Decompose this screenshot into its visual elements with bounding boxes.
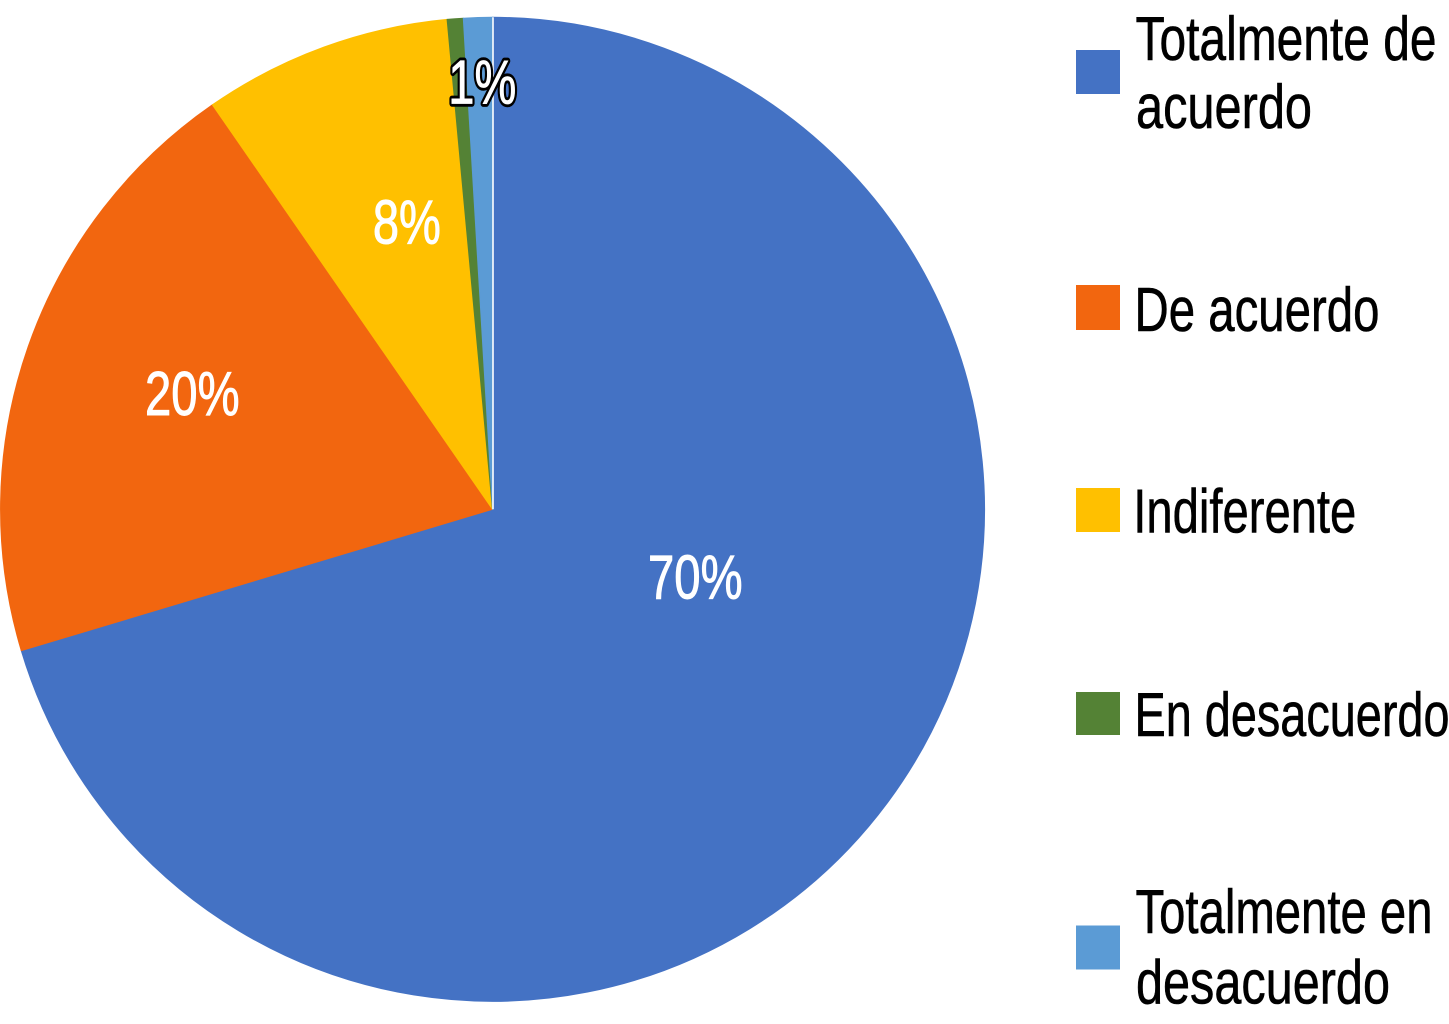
svg-text:acuerdo: acuerdo xyxy=(1136,73,1312,142)
svg-text:Totalmente de: Totalmente de xyxy=(1136,5,1437,74)
svg-text:70%: 70% xyxy=(648,543,743,612)
svg-text:En desacuerdo: En desacuerdo xyxy=(1135,681,1449,750)
svg-text:20%: 20% xyxy=(145,360,240,429)
svg-text:De acuerdo: De acuerdo xyxy=(1135,276,1380,345)
svg-text:1%: 1% xyxy=(448,49,516,118)
svg-text:Totalmente en: Totalmente en xyxy=(1136,878,1433,947)
svg-text:desacuerdo: desacuerdo xyxy=(1136,948,1390,1017)
svg-text:1%: 1% xyxy=(448,49,516,118)
svg-text:8%: 8% xyxy=(373,188,441,257)
svg-text:Indiferente: Indiferente xyxy=(1133,477,1356,546)
